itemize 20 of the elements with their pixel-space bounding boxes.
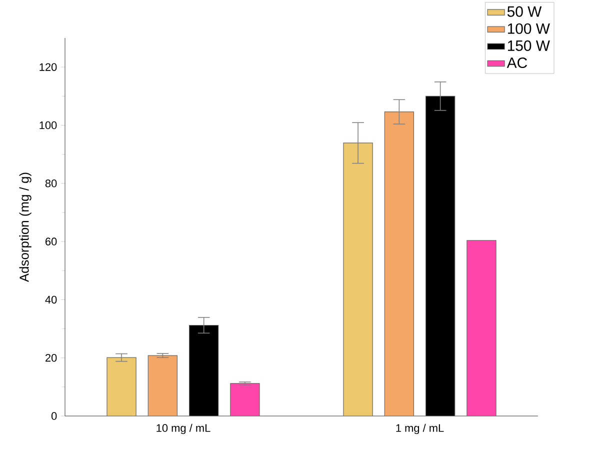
bar	[343, 142, 373, 416]
bar	[106, 357, 136, 416]
y-tick-label: 120	[40, 63, 57, 71]
y-tick-label: 0	[51, 412, 57, 420]
legend-label: 150 W	[508, 40, 550, 51]
bar	[384, 112, 414, 416]
legend-label: 100 W	[508, 23, 550, 34]
legend-label: AC	[506, 57, 528, 68]
legend-label: 50 W	[507, 6, 542, 17]
x-tick-label: 10 mg / mL	[156, 424, 210, 434]
y-axis-title: Adsorption (mg / g)	[19, 172, 32, 282]
bar	[230, 383, 260, 416]
y-tick-label: 80	[45, 180, 57, 188]
y-tick-label: 60	[46, 238, 57, 246]
y-tick-label: 100	[40, 121, 57, 130]
y-tick-label: 20	[46, 354, 57, 362]
bar	[148, 355, 178, 416]
y-tick-label: 40	[45, 296, 57, 304]
bar	[466, 240, 496, 416]
x-tick-label: 1 mg / mL	[396, 424, 444, 434]
